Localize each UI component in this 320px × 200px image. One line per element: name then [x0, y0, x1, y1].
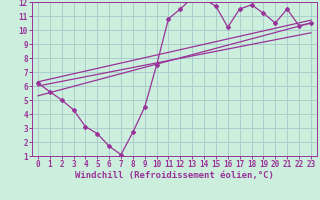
X-axis label: Windchill (Refroidissement éolien,°C): Windchill (Refroidissement éolien,°C) — [75, 171, 274, 180]
